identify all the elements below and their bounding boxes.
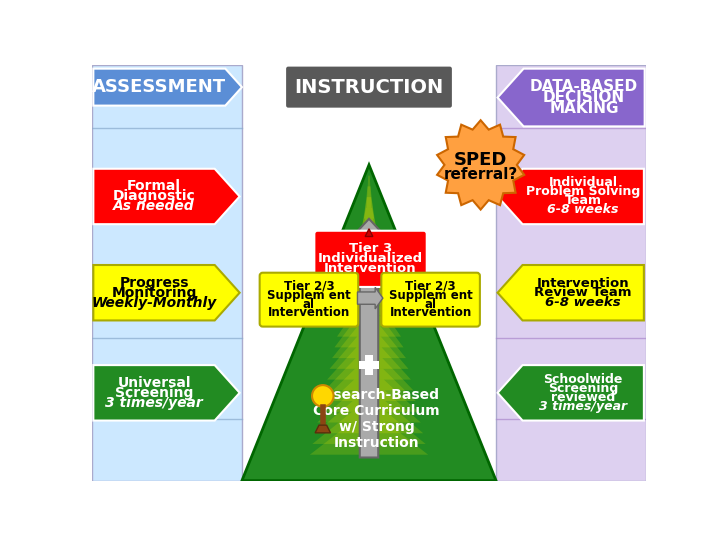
Text: Formal: Formal bbox=[127, 179, 181, 193]
Polygon shape bbox=[332, 326, 406, 358]
Text: Team: Team bbox=[564, 194, 602, 207]
FancyBboxPatch shape bbox=[285, 65, 453, 109]
Text: Intervention: Intervention bbox=[268, 306, 350, 319]
Text: Individual: Individual bbox=[549, 177, 618, 190]
Text: 6-8 weeks: 6-8 weeks bbox=[546, 296, 621, 309]
Text: Tier 2/3: Tier 2/3 bbox=[405, 280, 456, 293]
Bar bbox=[359, 361, 379, 369]
Polygon shape bbox=[349, 251, 389, 283]
Text: 6-8 weeks: 6-8 weeks bbox=[547, 204, 619, 217]
Polygon shape bbox=[496, 65, 647, 481]
Polygon shape bbox=[437, 120, 524, 210]
Text: Screening: Screening bbox=[548, 382, 618, 395]
Polygon shape bbox=[344, 272, 394, 305]
Text: DECISION: DECISION bbox=[543, 90, 625, 105]
Text: DATA-BASED: DATA-BASED bbox=[530, 79, 638, 94]
Text: reviewed: reviewed bbox=[551, 391, 616, 404]
Text: Schoolwide: Schoolwide bbox=[544, 373, 623, 386]
Polygon shape bbox=[94, 265, 240, 320]
FancyBboxPatch shape bbox=[315, 231, 427, 287]
Polygon shape bbox=[318, 390, 420, 422]
Text: MAKING: MAKING bbox=[549, 101, 619, 116]
FancyBboxPatch shape bbox=[382, 273, 480, 327]
Polygon shape bbox=[498, 365, 644, 421]
FancyBboxPatch shape bbox=[260, 273, 359, 327]
Polygon shape bbox=[342, 283, 396, 315]
Polygon shape bbox=[365, 229, 373, 237]
Circle shape bbox=[312, 385, 333, 407]
Text: referral?: referral? bbox=[444, 167, 518, 183]
Polygon shape bbox=[312, 412, 426, 444]
Text: Research-Based
Core Curriculum
w/ Strong
Instruction: Research-Based Core Curriculum w/ Strong… bbox=[313, 388, 440, 450]
Polygon shape bbox=[315, 401, 423, 433]
Text: Monitoring: Monitoring bbox=[112, 286, 197, 300]
Polygon shape bbox=[322, 369, 416, 401]
Text: Progress: Progress bbox=[120, 276, 189, 289]
Text: 3 times/year: 3 times/year bbox=[539, 400, 627, 413]
Text: Intervention: Intervention bbox=[324, 262, 417, 275]
Text: Universal: Universal bbox=[117, 376, 191, 390]
Polygon shape bbox=[327, 347, 411, 380]
Polygon shape bbox=[330, 336, 408, 369]
Polygon shape bbox=[335, 315, 403, 347]
Text: Screening: Screening bbox=[114, 386, 193, 400]
Polygon shape bbox=[94, 168, 240, 224]
Polygon shape bbox=[359, 208, 379, 240]
Text: 3 times/year: 3 times/year bbox=[105, 396, 203, 410]
Text: Intervention: Intervention bbox=[537, 276, 629, 290]
Polygon shape bbox=[94, 365, 240, 421]
Text: INSTRUCTION: INSTRUCTION bbox=[294, 78, 444, 97]
Text: ASSESSMENT: ASSESSMENT bbox=[92, 78, 226, 96]
Text: Review Team: Review Team bbox=[534, 286, 632, 299]
Text: Supplem ent: Supplem ent bbox=[389, 289, 472, 302]
Polygon shape bbox=[498, 265, 644, 320]
Polygon shape bbox=[354, 230, 384, 261]
Text: Problem Solving: Problem Solving bbox=[526, 185, 640, 199]
Text: As needed: As needed bbox=[113, 199, 195, 213]
Text: Tier 2/3: Tier 2/3 bbox=[284, 280, 334, 293]
Polygon shape bbox=[366, 176, 372, 208]
Polygon shape bbox=[339, 294, 399, 326]
Text: al: al bbox=[303, 298, 315, 310]
Polygon shape bbox=[498, 69, 644, 126]
Polygon shape bbox=[325, 358, 413, 390]
Polygon shape bbox=[92, 65, 242, 481]
Polygon shape bbox=[357, 287, 383, 309]
Text: SPED: SPED bbox=[454, 151, 508, 168]
Polygon shape bbox=[310, 422, 428, 455]
Text: Intervention: Intervention bbox=[390, 306, 472, 319]
Polygon shape bbox=[348, 219, 390, 457]
Polygon shape bbox=[498, 168, 644, 224]
Polygon shape bbox=[361, 197, 377, 230]
Polygon shape bbox=[242, 165, 496, 481]
Text: Supplem ent: Supplem ent bbox=[267, 289, 351, 302]
Polygon shape bbox=[347, 261, 391, 294]
Text: Individualized: Individualized bbox=[318, 252, 423, 265]
Text: Diagnostic: Diagnostic bbox=[112, 190, 195, 204]
Polygon shape bbox=[320, 380, 418, 412]
Text: Tier 3: Tier 3 bbox=[349, 242, 392, 255]
Polygon shape bbox=[94, 69, 242, 106]
Polygon shape bbox=[337, 305, 401, 336]
Bar bbox=[365, 355, 373, 375]
Text: al: al bbox=[425, 298, 436, 310]
Polygon shape bbox=[315, 425, 330, 433]
Polygon shape bbox=[356, 219, 382, 251]
Text: Weekly-Monthly: Weekly-Monthly bbox=[91, 296, 217, 310]
Polygon shape bbox=[352, 240, 386, 272]
Polygon shape bbox=[364, 186, 374, 219]
